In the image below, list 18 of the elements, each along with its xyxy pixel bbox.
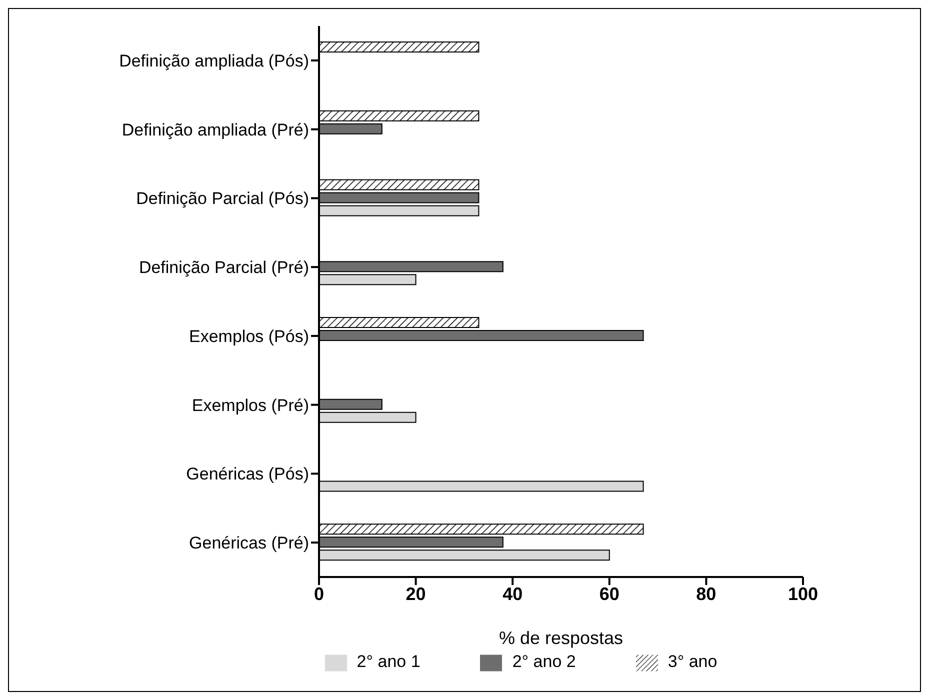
y-tick-label: Definição ampliada (Pré) <box>122 120 309 140</box>
x-tick-label: 80 <box>696 584 716 604</box>
x-axis-title: % de respostas <box>498 628 624 648</box>
y-tick-label: Genéricas (Pós) <box>186 464 309 484</box>
y-tick-label: Exemplos (Pós) <box>189 326 309 346</box>
legend-label: 2° ano 1 <box>356 652 420 672</box>
legend-label: 2° ano 2 <box>512 652 576 672</box>
y-tick-label: Genéricas (Pré) <box>189 534 309 553</box>
y-tick-label: Exemplos (Pré) <box>192 396 309 415</box>
y-tick-label: Definição Parcial (Pós) <box>136 189 309 208</box>
x-tick-label: 20 <box>406 584 426 604</box>
x-tick-label: 60 <box>599 584 620 604</box>
legend-label: 3° ano <box>668 652 718 672</box>
x-tick-label: 100 <box>788 584 818 604</box>
x-tick-label: 40 <box>502 584 523 604</box>
y-tick-label: Definição ampliada (Pós) <box>119 51 309 70</box>
y-tick-label: Definição Parcial (Pré) <box>138 258 309 278</box>
x-tick-label: 0 <box>314 584 324 604</box>
